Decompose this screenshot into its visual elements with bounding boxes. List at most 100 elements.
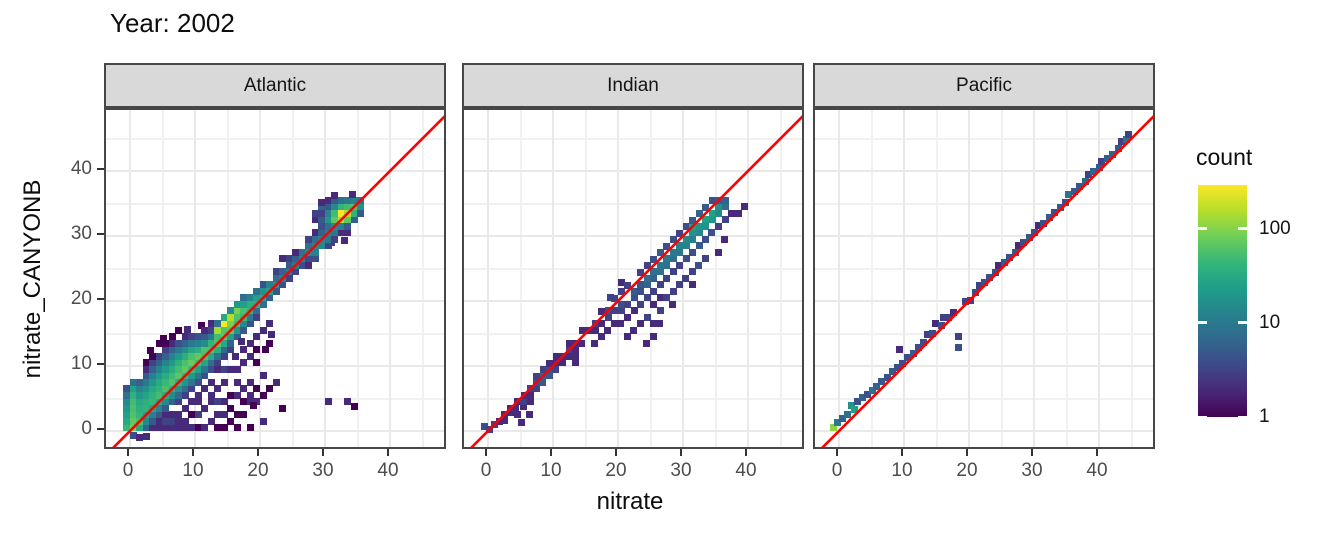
bin xyxy=(246,320,254,328)
gridline xyxy=(779,110,782,447)
bin xyxy=(656,320,664,328)
x-tick-label: 40 xyxy=(377,460,399,481)
x-tick xyxy=(1031,449,1033,456)
bin xyxy=(617,320,625,328)
bin xyxy=(708,229,716,237)
bin xyxy=(285,274,293,282)
x-tick xyxy=(745,449,747,456)
bin xyxy=(688,281,696,289)
x-tick-label: 20 xyxy=(605,460,627,481)
bin xyxy=(591,339,599,347)
gridline xyxy=(815,235,1153,237)
bin xyxy=(571,352,579,360)
x-tick xyxy=(257,449,259,456)
plot-title: Year: 2002 xyxy=(110,8,235,38)
bin xyxy=(929,330,937,337)
gridline xyxy=(1065,110,1068,447)
bin xyxy=(578,339,586,347)
bin xyxy=(292,268,300,276)
bin xyxy=(734,210,742,218)
y-tick-label: 40 xyxy=(70,158,92,179)
x-tick-label: 30 xyxy=(670,460,692,481)
bin xyxy=(721,235,729,243)
bin xyxy=(279,281,287,289)
bin xyxy=(972,289,979,297)
bin xyxy=(220,378,228,386)
bin xyxy=(545,372,553,380)
bin xyxy=(246,424,254,432)
bin xyxy=(344,229,352,237)
bin xyxy=(669,287,677,295)
gridline xyxy=(1033,110,1035,447)
x-tick-label: 30 xyxy=(1021,460,1043,481)
bin xyxy=(259,417,267,425)
x-tick xyxy=(966,449,968,456)
gridline xyxy=(464,235,802,237)
bin xyxy=(689,268,697,276)
gridline xyxy=(106,202,444,205)
legend-colorbar xyxy=(1198,185,1247,417)
bin xyxy=(1011,248,1019,256)
bin xyxy=(201,424,209,432)
bin xyxy=(348,190,356,198)
gridline xyxy=(815,170,1153,172)
bin xyxy=(253,346,261,354)
gridline xyxy=(106,332,444,335)
bin xyxy=(675,281,683,289)
y-tick-label: 0 xyxy=(81,418,92,439)
bin xyxy=(266,294,274,302)
gridline xyxy=(356,110,359,447)
x-tick-label: 0 xyxy=(122,460,134,481)
bin xyxy=(701,255,709,263)
bin xyxy=(350,216,358,224)
gridline xyxy=(1000,110,1003,447)
y-tick xyxy=(97,168,104,170)
bin xyxy=(714,248,722,256)
x-tick-label: 10 xyxy=(182,460,204,481)
gridline xyxy=(106,137,444,140)
bin xyxy=(895,345,903,353)
gridline xyxy=(464,202,802,205)
y-tick-label: 30 xyxy=(70,223,92,244)
bin xyxy=(637,300,645,308)
facet-label: Indian xyxy=(607,74,659,96)
x-tick-label: 0 xyxy=(831,460,843,481)
legend-tick-label: 100 xyxy=(1259,217,1291,239)
bin xyxy=(259,372,267,380)
bin xyxy=(357,209,365,217)
bin xyxy=(955,332,963,340)
legend-tickmark xyxy=(1198,415,1207,419)
bin xyxy=(623,333,631,341)
bin xyxy=(357,203,365,211)
facet-strip-atlantic: Atlantic xyxy=(104,63,446,108)
bin xyxy=(240,326,248,334)
gridline xyxy=(464,365,802,367)
y-tick xyxy=(97,363,104,365)
gridline xyxy=(903,110,905,447)
bin xyxy=(843,410,851,418)
gridline xyxy=(815,137,1153,140)
gridline xyxy=(815,202,1153,205)
x-axis-title: nitrate xyxy=(596,488,664,515)
x-tick xyxy=(322,449,324,456)
bin xyxy=(220,352,228,360)
bin xyxy=(259,391,267,399)
bin xyxy=(266,339,274,347)
bin xyxy=(663,274,671,282)
bin xyxy=(695,261,703,269)
y-tick-label: 10 xyxy=(70,353,92,374)
bin xyxy=(500,417,508,425)
bin xyxy=(311,255,319,263)
bin xyxy=(253,307,261,315)
bin xyxy=(341,237,348,245)
gridline xyxy=(815,267,1153,270)
bin xyxy=(1062,198,1070,206)
bin xyxy=(1115,145,1122,153)
bin xyxy=(142,432,150,440)
legend-tickmark xyxy=(1238,227,1247,231)
panel-pacific xyxy=(813,108,1155,449)
legend-tick-label: 10 xyxy=(1259,311,1281,333)
bin xyxy=(702,235,710,243)
bin xyxy=(636,320,644,328)
gridline xyxy=(464,430,802,432)
